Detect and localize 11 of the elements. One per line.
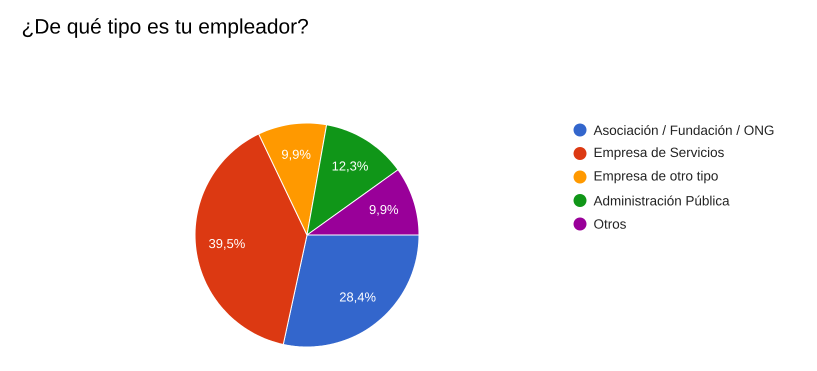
data-label: 12,3% bbox=[332, 161, 368, 172]
legend-label: Administración Pública bbox=[594, 195, 730, 206]
legend-label: Empresa de Servicios bbox=[594, 147, 724, 160]
data-label: 28,4% bbox=[340, 292, 376, 304]
legend-label: Otros bbox=[594, 219, 626, 229]
legend-label: Asociación / Fundación / ONG bbox=[594, 124, 774, 136]
chart-title: ¿De qué tipo es tu empleador? bbox=[22, 18, 308, 38]
data-label: 9,9% bbox=[282, 150, 310, 160]
legend-label: Empresa de otro tipo bbox=[594, 170, 718, 184]
data-label: 39,5% bbox=[209, 238, 245, 250]
data-label: 9,9% bbox=[370, 204, 398, 216]
